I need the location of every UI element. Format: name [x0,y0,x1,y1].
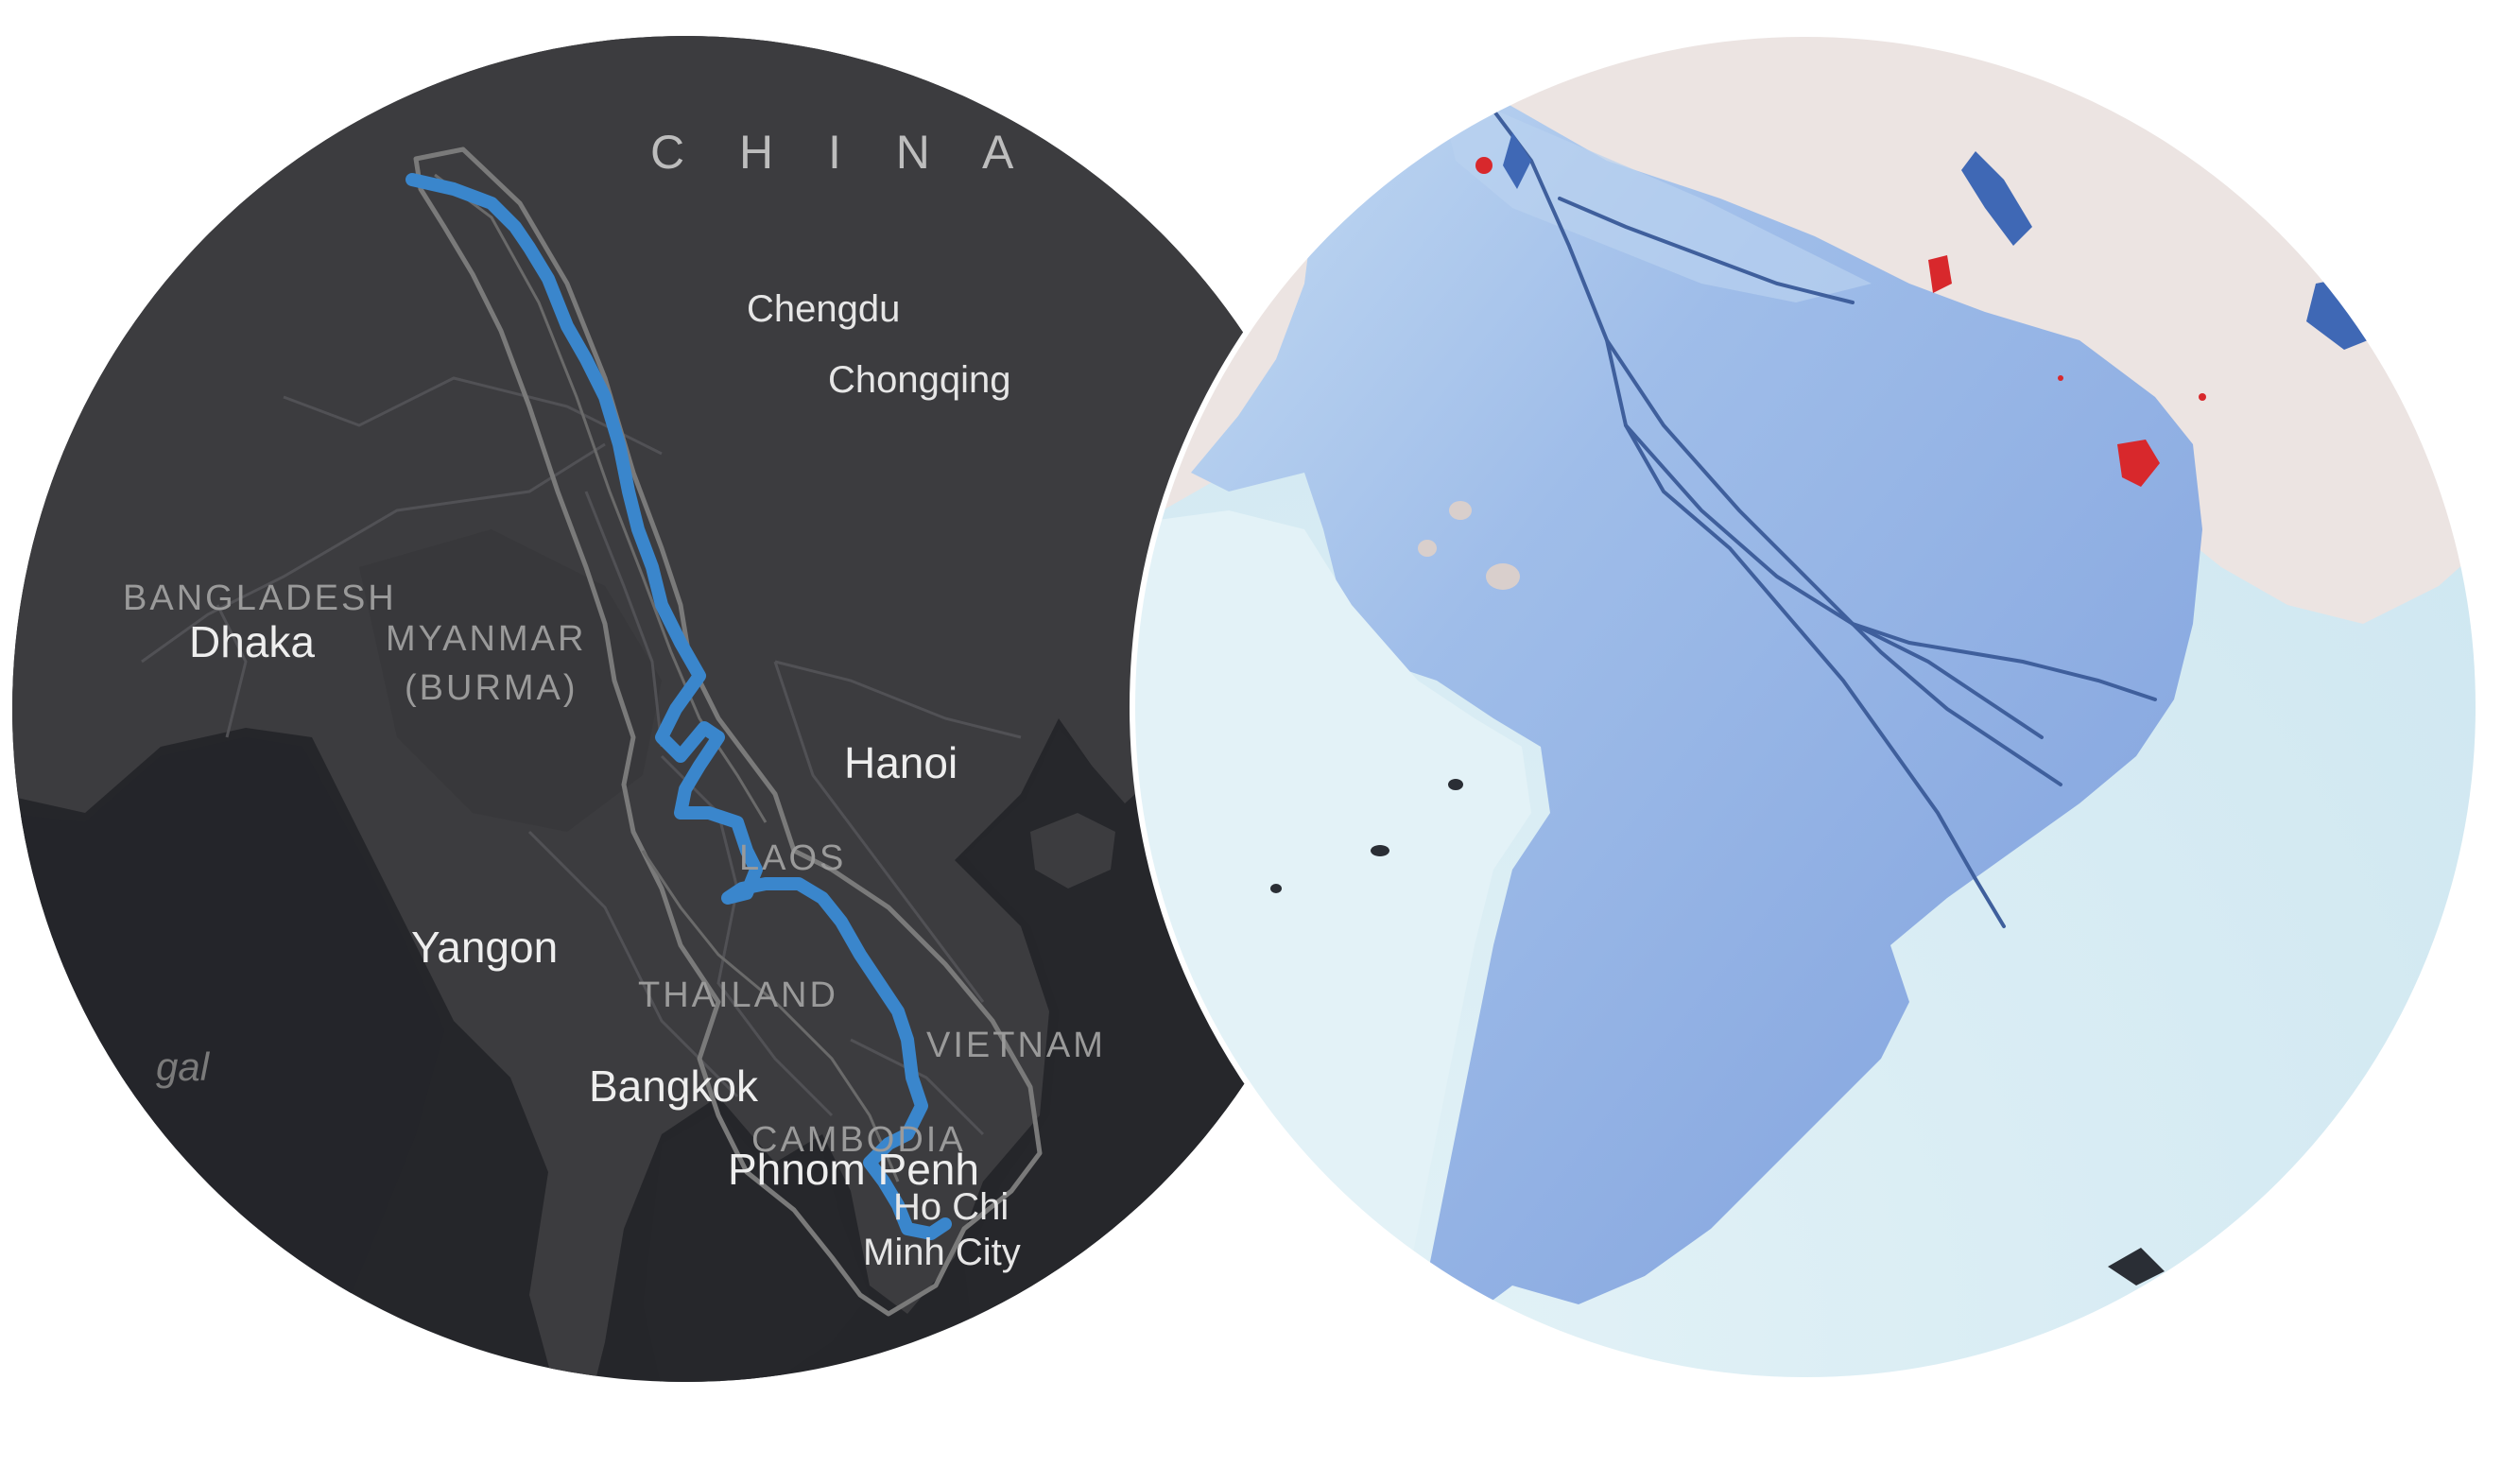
label-bay-fragment: gal [156,1044,211,1089]
urban-areas [1475,157,2206,487]
label-chengdu: Chengdu [747,288,900,330]
label-dhaka: Dhaka [189,617,315,666]
flood-light-band [1437,85,1872,302]
land-shade-west [359,529,662,832]
island-hainan [1030,813,1115,889]
river-channels [1473,83,2157,928]
right-map-edge [1130,31,2481,1383]
label-hanoi: Hanoi [844,738,958,787]
label-ho-chi: Ho Chi [893,1186,1009,1228]
label-myanmar: MYANMAR [386,619,586,659]
label-myanmar-burma: (BURMA) [405,668,578,708]
label-minh-city: Minh City [863,1232,1021,1273]
city-labels: Chengdu Chongqing Dhaka Hanoi Yangon Ban… [189,288,1021,1273]
label-thailand: THAILAND [638,975,838,1015]
label-bangladesh: BANGLADESH [123,578,397,618]
sea-gulf-thailand [643,1111,870,1382]
label-vietnam: VIETNAM [926,1026,1106,1065]
label-phnom-penh: Phnom Penh [728,1145,979,1194]
right-map[interactable] [1087,0,2502,1484]
flooded-delta [1191,57,2202,1342]
land-mainland [12,36,1358,1382]
country-labels: C H I N A BANGLADESH MYANMAR (BURMA) LAO… [123,126,1106,1160]
islands [1270,779,2165,1286]
label-chongqing: Chongqing [828,359,1011,401]
label-cambodia: CAMBODIA [751,1120,966,1160]
label-china: C H I N A [650,126,1034,179]
label-laos: LAOS [739,838,846,878]
mekong-basin-outline [413,147,1043,1317]
label-bangkok: Bangkok [589,1061,759,1111]
label-yangon: Yangon [411,923,558,972]
coastal-land-bits [1418,501,1520,590]
mekong-river [405,173,952,1240]
